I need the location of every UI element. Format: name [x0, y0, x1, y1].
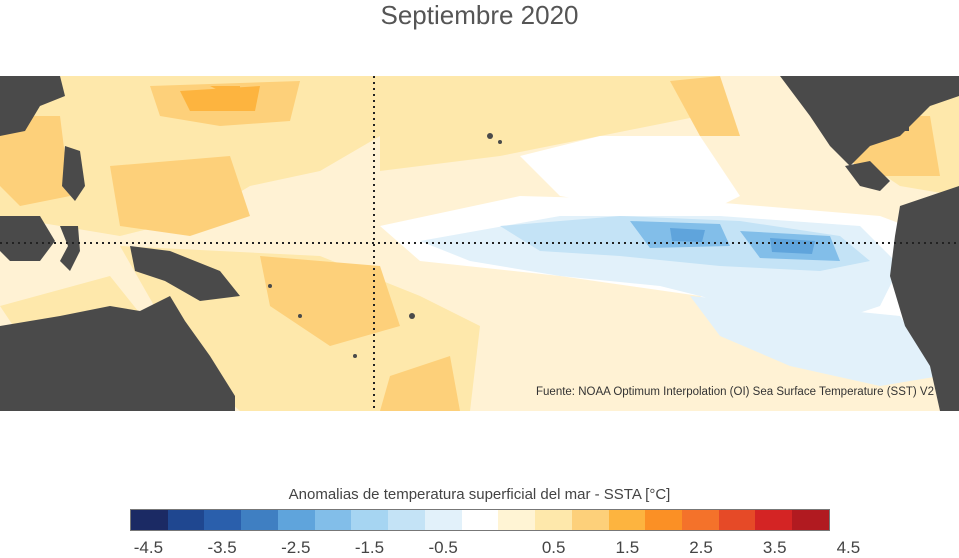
colorbar-swatch [718, 510, 756, 530]
colorbar-swatch [204, 510, 242, 530]
colorbar [130, 509, 830, 531]
legend-title: Anomalias de temperatura superficial del… [288, 486, 671, 503]
colorbar-swatch [792, 510, 829, 530]
colorbar-tick-label: 0.5 [541, 538, 566, 557]
land-island-4 [353, 354, 357, 358]
ssta-map-svg [0, 76, 959, 411]
land-hawaii [487, 133, 493, 139]
land-masses [0, 76, 959, 411]
colorbar-tick-label: 1.5 [615, 538, 640, 557]
colorbar-tick-label: 4.5 [836, 538, 861, 557]
land-australia [0, 296, 235, 411]
land-island-2 [298, 314, 302, 318]
colorbar-tick-label: -1.5 [354, 538, 385, 557]
colorbar-tick-label: -2.5 [281, 538, 311, 557]
colorbar-swatch [755, 510, 793, 530]
colorbar-tick-label: -3.5 [207, 538, 237, 557]
source-credit: Fuente: NOAA Optimum Interpolation (OI) … [536, 386, 934, 398]
land-philippines [62, 146, 85, 201]
colorbar-swatch [277, 510, 315, 530]
land-island [268, 284, 272, 288]
land-cuba [860, 116, 885, 122]
colorbar-ticks: -4.5 -3.5 -2.5 -1.5 -0.5 0.5 1.5 2.5 3.5 4.5 [130, 538, 860, 558]
colorbar-swatch [314, 510, 352, 530]
warm-anomaly-cores [0, 76, 940, 411]
colorbar-swatch [388, 510, 425, 530]
colorbar-swatch [645, 510, 683, 530]
land-asia [0, 76, 65, 136]
colorbar-swatch [461, 510, 499, 530]
colorbar-swatch [571, 510, 609, 530]
ssta-map [0, 76, 959, 411]
land-hawaii-2 [498, 140, 502, 144]
land-sulawesi [60, 226, 80, 271]
land-central-america [845, 161, 890, 191]
land-hispaniola [895, 126, 909, 131]
colorbar-swatch [351, 510, 389, 530]
warm-anomaly-peaks [180, 86, 260, 111]
map-title: Septiembre 2020 [380, 0, 579, 30]
colorbar-tick-label: 2.5 [689, 538, 713, 557]
colorbar-swatch [241, 510, 278, 530]
colorbar-swatch [682, 510, 719, 530]
colorbar-swatch [424, 510, 462, 530]
colorbar-swatch [535, 510, 572, 530]
colorbar-swatch [167, 510, 205, 530]
colorbar-tick-label: 3.5 [762, 538, 787, 557]
colorbar-tick-label: -4.5 [133, 538, 164, 557]
colorbar-tick-label: -0.5 [428, 538, 458, 557]
land-island-3 [409, 313, 415, 319]
land-borneo [0, 216, 55, 261]
land-new-guinea [130, 246, 240, 301]
colorbar-swatch [498, 510, 536, 530]
colorbar-swatch [131, 510, 168, 530]
colorbar-swatch [608, 510, 646, 530]
